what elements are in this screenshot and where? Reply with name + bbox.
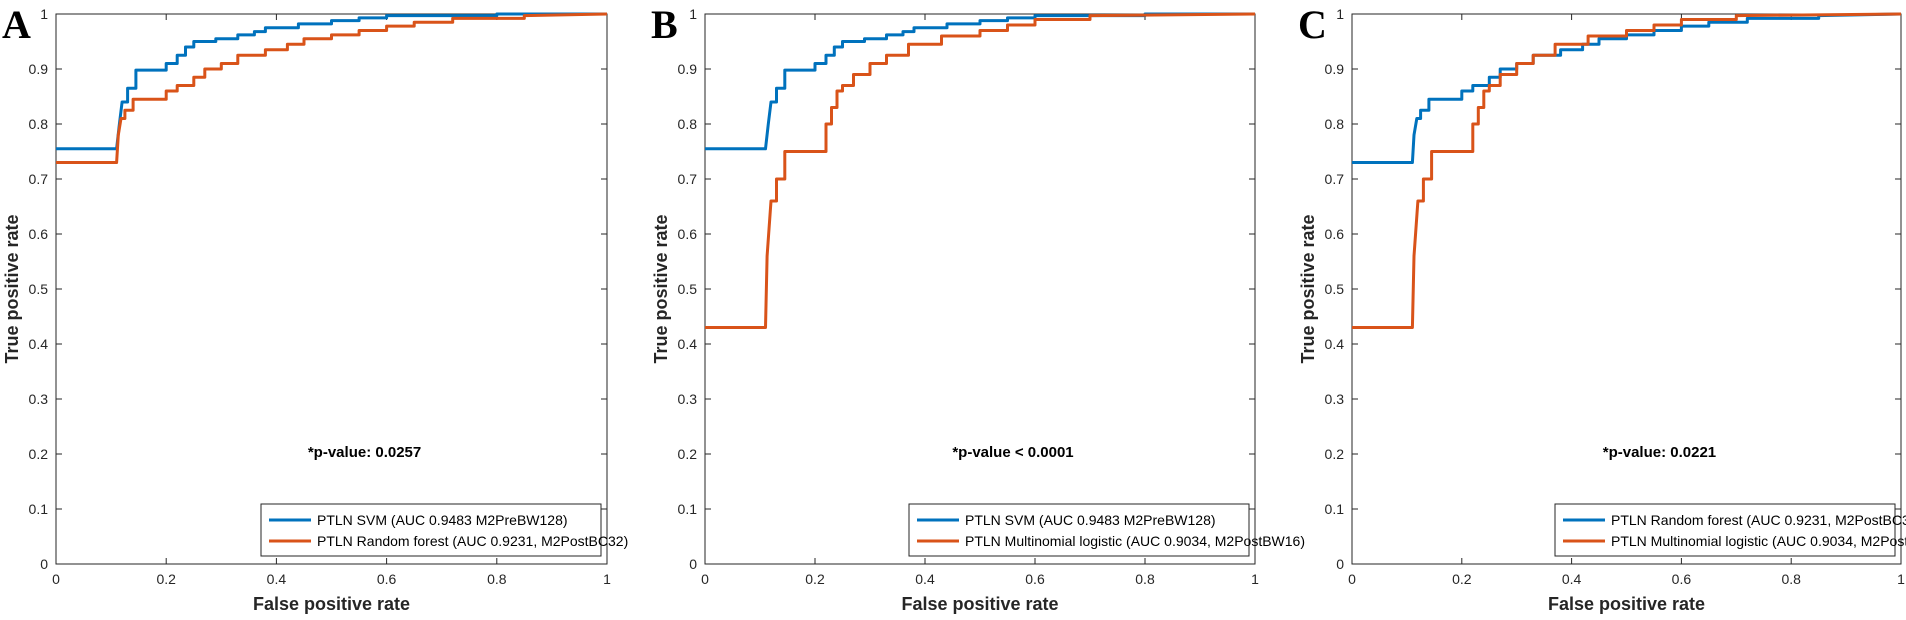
legend-entry-2: PTLN Multinomial logistic (AUC 0.9034, M… (965, 533, 1305, 549)
x-axis-label: False positive rate (1548, 594, 1705, 614)
legend-entry-1: PTLN SVM (AUC 0.9483 M2PreBW128) (965, 512, 1216, 528)
y-axis-label: True positive rate (2, 214, 22, 363)
y-tick-label: 0.5 (29, 281, 49, 297)
y-tick-label: 0.9 (1325, 61, 1345, 77)
x-tick-label: 0.8 (1781, 571, 1801, 587)
y-tick-label: 1 (689, 6, 697, 22)
legend: PTLN SVM (AUC 0.9483 M2PreBW128) PTLN Mul… (908, 503, 1305, 557)
p-value-annotation: *p-value < 0.0001 (952, 444, 1073, 461)
x-tick-label: 0.4 (1562, 571, 1582, 587)
legend-entry-2: PTLN Random forest (AUC 0.9231, M2PostBC… (317, 533, 628, 549)
y-tick-label: 0.7 (1325, 171, 1345, 187)
y-axis-label: True positive rate (1298, 214, 1318, 363)
x-tick-label: 0.2 (1452, 571, 1472, 587)
x-tick-label: 0 (701, 571, 709, 587)
y-tick-label: 0.1 (1325, 501, 1345, 517)
x-tick-label: 1 (603, 571, 611, 587)
y-axis-label: True positive rate (651, 214, 671, 363)
y-tick-label: 0.6 (678, 226, 698, 242)
y-tick-label: 0.3 (1325, 391, 1345, 407)
roc-curve-series-2 (56, 12, 608, 164)
y-tick-label: 1 (1336, 6, 1344, 22)
panel-label: B (651, 2, 678, 47)
x-tick-label: 0.8 (1135, 571, 1155, 587)
y-tick-label: 0.2 (678, 446, 698, 462)
x-tick-label: 0.6 (1025, 571, 1045, 587)
legend-entry-1: PTLN Random forest (AUC 0.9231, M2PostBC… (1611, 512, 1906, 528)
x-tick-label: 0.8 (487, 571, 507, 587)
plot-area (55, 13, 608, 565)
y-tick-label: 0.8 (678, 116, 698, 132)
legend-entry-1: PTLN SVM (AUC 0.9483 M2PreBW128) (317, 512, 568, 528)
y-tick-label: 0 (1336, 556, 1344, 572)
y-tick-label: 0.1 (678, 501, 698, 517)
y-tick-label: 0 (40, 556, 48, 572)
x-tick-label: 1 (1251, 571, 1259, 587)
y-tick-label: 0.2 (29, 446, 49, 462)
legend: PTLN SVM (AUC 0.9483 M2PreBW128) PTLN Ran… (260, 503, 628, 557)
y-tick-label: 0.3 (29, 391, 49, 407)
x-tick-label: 0.6 (1672, 571, 1692, 587)
y-tick-label: 0.8 (1325, 116, 1345, 132)
y-tick-label: 0.6 (29, 226, 49, 242)
roc-curve-series-2 (1352, 12, 1902, 329)
roc-panel-a: 0 0.2 0.4 0.6 0.8 1 0 0.1 0.2 0.3 0.4 0.5 0.6 0.7 0.8 0… (2, 2, 628, 614)
x-axis-label: False positive rate (901, 594, 1058, 614)
y-tick-label: 0.4 (29, 336, 49, 352)
x-tick-label: 1 (1897, 571, 1905, 587)
x-tick-label: 0 (1348, 571, 1356, 587)
legend-entry-2: PTLN Multinomial logistic (AUC 0.9034, M… (1611, 533, 1906, 549)
y-tick-label: 0.9 (29, 61, 49, 77)
plot-area (704, 13, 1256, 565)
y-tick-label: 0.7 (678, 171, 698, 187)
y-tick-label: 0.1 (29, 501, 49, 517)
y-tick-label: 0.9 (678, 61, 698, 77)
x-axis-label: False positive rate (253, 594, 410, 614)
y-tick-label: 0.8 (29, 116, 49, 132)
legend-box (1554, 503, 1896, 557)
p-value-annotation: *p-value: 0.0221 (1603, 444, 1716, 461)
x-tick-label: 0 (52, 571, 60, 587)
x-tick-label: 0.6 (377, 571, 397, 587)
x-tick-label: 0.2 (805, 571, 825, 587)
roc-curve-series-1 (705, 12, 1255, 151)
x-tick-label: 0.4 (267, 571, 287, 587)
roc-panel-b: 0 0.2 0.4 0.6 0.8 1 0 0.1 0.2 0.3 0.4 0.5 0.6 0.7 0.8 0… (651, 2, 1305, 614)
y-tick-label: 0.5 (678, 281, 698, 297)
x-tick-label: 0.2 (156, 571, 176, 587)
roc-curve-series-2 (705, 12, 1256, 329)
p-value-annotation: *p-value: 0.0257 (308, 444, 421, 461)
panel-label: C (1298, 2, 1327, 47)
y-tick-label: 0.6 (1325, 226, 1345, 242)
roc-panel-c: 0 0.2 0.4 0.6 0.8 1 0 0.1 0.2 0.3 0.4 0.5 0.6 0.7 0.8 0… (1298, 2, 1906, 614)
y-tick-label: 0.5 (1325, 281, 1345, 297)
y-tick-label: 1 (40, 6, 48, 22)
x-tick-label: 0.4 (915, 571, 935, 587)
legend-box (260, 503, 602, 557)
legend: PTLN Random forest (AUC 0.9231, M2PostBC… (1554, 503, 1906, 557)
roc-curve-series-1 (56, 12, 607, 151)
legend-box (908, 503, 1250, 557)
y-tick-label: 0.2 (1325, 446, 1345, 462)
y-tick-label: 0.4 (1325, 336, 1345, 352)
panel-label: A (2, 2, 31, 47)
y-tick-label: 0.3 (678, 391, 698, 407)
y-tick-label: 0.4 (678, 336, 698, 352)
plot-area (1351, 13, 1902, 565)
y-tick-label: 0.7 (29, 171, 49, 187)
y-tick-label: 0 (689, 556, 697, 572)
